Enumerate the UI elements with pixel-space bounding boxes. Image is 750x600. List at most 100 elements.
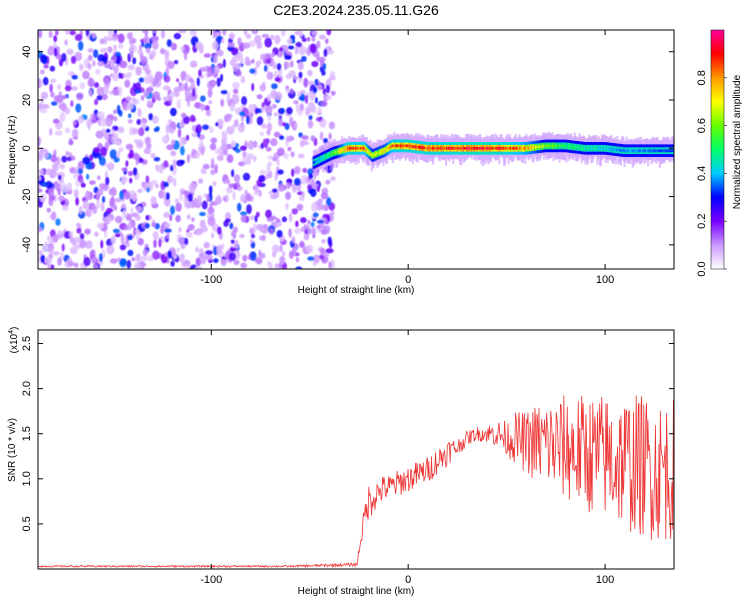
noise-speckle bbox=[301, 55, 307, 62]
noise-speckle bbox=[125, 143, 134, 150]
noise-speckle bbox=[58, 195, 65, 202]
noise-speckle bbox=[198, 69, 202, 77]
ridge-core bbox=[458, 146, 461, 150]
noise-speckle bbox=[259, 131, 264, 136]
ridge-core bbox=[367, 149, 370, 153]
ridge-core bbox=[352, 146, 355, 150]
noise-speckle bbox=[285, 88, 291, 94]
chart-title: C2E3.2024.235.05.11.G26 bbox=[273, 2, 439, 18]
x-tick-label: -100 bbox=[200, 574, 222, 586]
noise-speckle bbox=[308, 103, 315, 112]
noise-speckle bbox=[280, 108, 285, 114]
noise-speckle bbox=[231, 47, 239, 56]
ridge-core bbox=[346, 147, 350, 151]
noise-speckle bbox=[203, 241, 210, 249]
noise-speckle bbox=[291, 236, 296, 244]
ridge-core bbox=[443, 146, 446, 150]
noise-speckle bbox=[278, 118, 283, 127]
ridge-core bbox=[636, 149, 639, 153]
noise-speckle bbox=[135, 82, 142, 91]
ridge-core bbox=[600, 146, 604, 150]
noise-speckle bbox=[44, 149, 49, 159]
ridge-core bbox=[657, 149, 660, 153]
noise-speckle bbox=[237, 51, 243, 59]
noise-speckle bbox=[144, 243, 149, 248]
noise-speckle bbox=[127, 249, 134, 257]
noise-speckle bbox=[144, 223, 150, 229]
ridge-core bbox=[348, 146, 351, 150]
ridge-core bbox=[519, 146, 522, 150]
noise-speckle bbox=[269, 34, 275, 40]
noise-speckle bbox=[216, 226, 222, 235]
noise-speckle bbox=[132, 128, 139, 135]
noise-speckle bbox=[127, 222, 133, 231]
y-tick-label: 1.5 bbox=[21, 426, 33, 441]
noise-speckle bbox=[96, 111, 105, 119]
noise-speckle bbox=[283, 152, 289, 160]
ridge-core bbox=[323, 156, 326, 159]
noise-speckle bbox=[277, 169, 284, 175]
ridge-core bbox=[385, 147, 389, 151]
noise-speckle bbox=[104, 132, 109, 141]
ridge-core bbox=[455, 146, 458, 150]
noise-speckle bbox=[212, 181, 217, 187]
noise-speckle bbox=[310, 221, 315, 228]
noise-speckle bbox=[148, 113, 153, 121]
noise-speckle bbox=[135, 205, 143, 213]
noise-speckle bbox=[325, 248, 334, 254]
noise-speckle bbox=[79, 233, 85, 240]
ridge-core bbox=[393, 144, 396, 148]
ridge-core bbox=[645, 149, 648, 153]
ridge-core bbox=[423, 146, 426, 150]
noise-speckle bbox=[99, 38, 105, 45]
noise-speckle bbox=[89, 154, 94, 162]
ridge-core bbox=[515, 146, 519, 150]
noise-speckle bbox=[99, 183, 107, 190]
ridge-core bbox=[597, 146, 600, 150]
noise-speckle bbox=[86, 173, 90, 180]
noise-speckle bbox=[152, 40, 159, 50]
noise-speckle bbox=[77, 115, 84, 124]
noise-speckle bbox=[303, 224, 309, 230]
ridge-core bbox=[493, 146, 496, 150]
noise-speckle bbox=[293, 122, 298, 129]
noise-speckle bbox=[235, 69, 242, 77]
noise-speckle bbox=[228, 32, 235, 40]
noise-speckle bbox=[189, 60, 198, 68]
y-tick-label: 40 bbox=[21, 46, 33, 58]
noise-speckle bbox=[191, 217, 195, 222]
noise-speckle bbox=[271, 83, 278, 90]
noise-speckle bbox=[165, 192, 170, 200]
noise-speckle bbox=[311, 60, 319, 68]
noise-speckle bbox=[100, 239, 104, 249]
ridge-core bbox=[355, 146, 358, 150]
noise-speckle bbox=[244, 189, 248, 195]
ridge-core bbox=[527, 146, 530, 150]
noise-speckle bbox=[243, 30, 248, 36]
noise-speckle bbox=[172, 177, 177, 187]
noise-speckle bbox=[217, 49, 224, 57]
ridge-core bbox=[424, 146, 428, 150]
noise-speckle bbox=[163, 211, 170, 219]
noise-speckle bbox=[170, 42, 177, 51]
noise-speckle bbox=[124, 79, 131, 88]
noise-speckle bbox=[152, 250, 160, 260]
noise-speckle bbox=[309, 43, 317, 54]
noise-speckle bbox=[69, 246, 78, 255]
noise-speckle bbox=[245, 33, 252, 39]
noise-speckle bbox=[295, 266, 303, 269]
ridge-core bbox=[463, 146, 467, 150]
noise-speckle bbox=[130, 207, 134, 215]
noise-speckle bbox=[87, 54, 93, 61]
noise-speckle bbox=[283, 61, 291, 69]
ridge-core bbox=[407, 144, 410, 148]
noise-speckle bbox=[121, 167, 128, 172]
noise-speckle bbox=[132, 193, 137, 202]
noise-speckle bbox=[201, 200, 208, 210]
noise-speckle bbox=[179, 253, 185, 263]
noise-speckle bbox=[186, 203, 193, 208]
noise-speckle bbox=[282, 251, 286, 256]
noise-speckle bbox=[119, 244, 127, 251]
noise-speckle bbox=[103, 75, 110, 85]
